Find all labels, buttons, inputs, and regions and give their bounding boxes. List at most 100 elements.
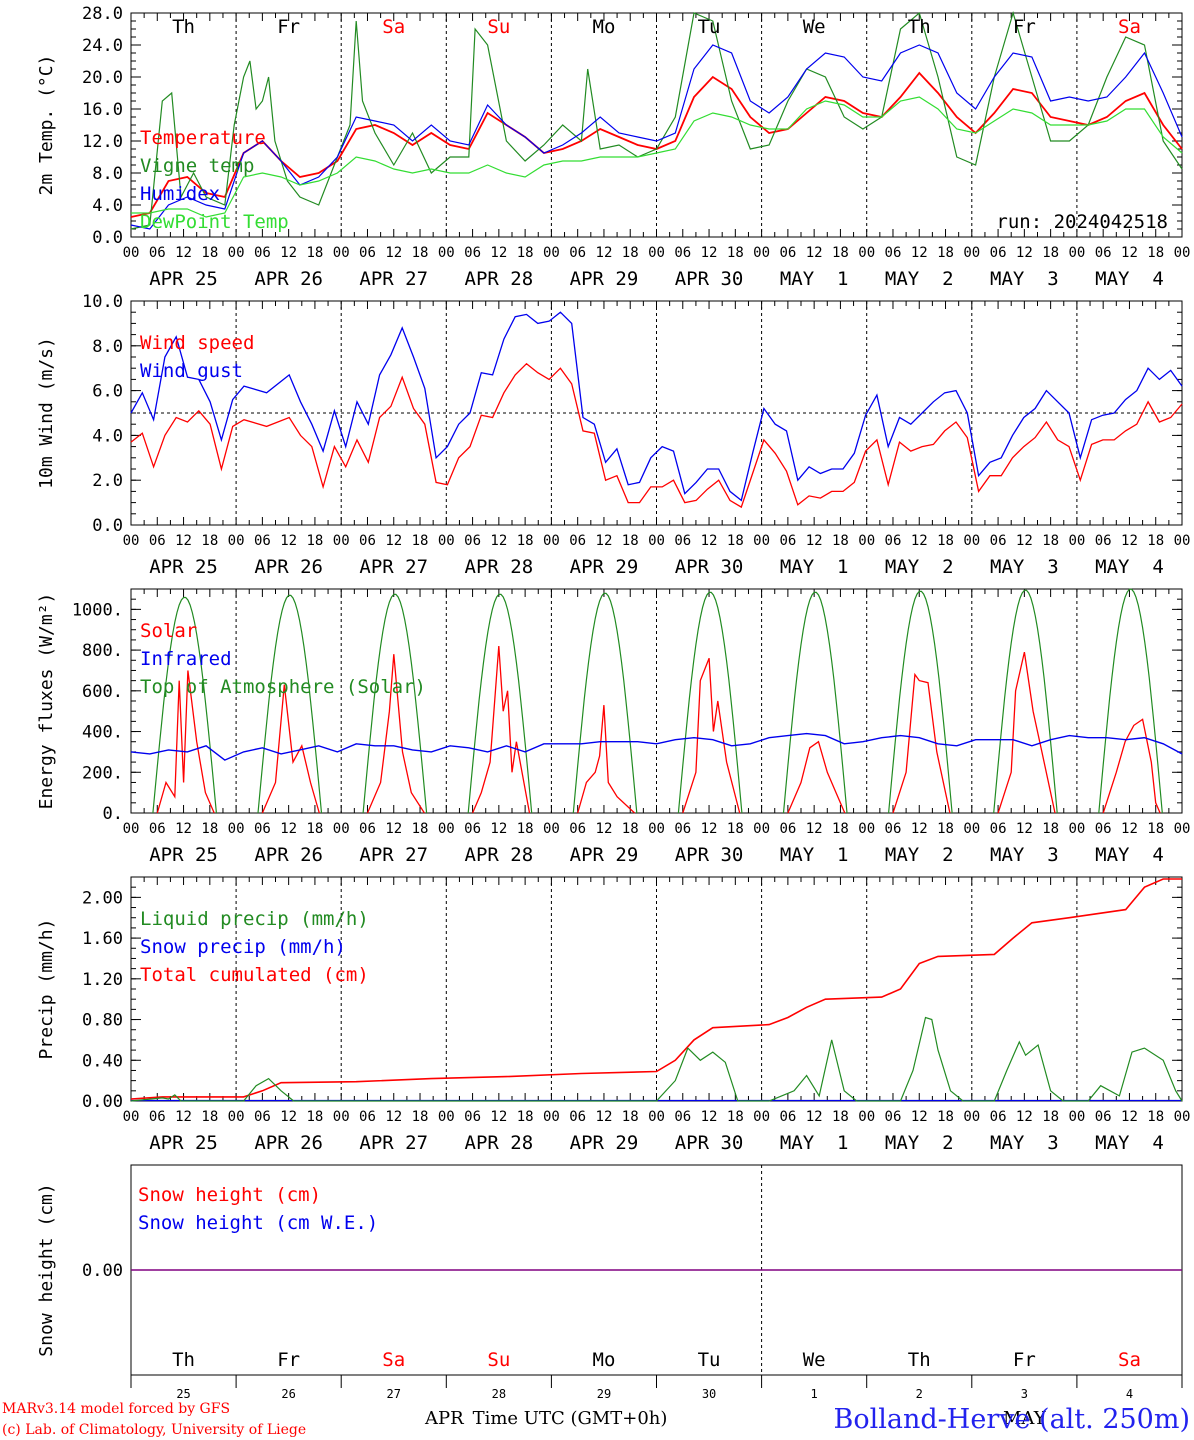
x-hour-label: 18 — [937, 533, 954, 549]
day-number-label: 28 — [492, 1387, 506, 1401]
x-hour-label: 18 — [412, 245, 429, 261]
x-hour-label: 06 — [1095, 1109, 1112, 1125]
x-hour-label: 06 — [779, 245, 796, 261]
toa-solar-line — [152, 596, 217, 814]
x-hour-label: 06 — [1095, 533, 1112, 549]
date-label: MAY 2 — [885, 844, 954, 866]
y-tick-label: 28.0 — [82, 4, 123, 24]
x-hour-label: 06 — [674, 245, 691, 261]
y-tick-label: 1000. — [72, 600, 123, 620]
x-hour-label: 00 — [648, 533, 665, 549]
x-hour-label: 00 — [1068, 245, 1085, 261]
x-hour-label: 00 — [228, 533, 245, 549]
x-hour-label: 12 — [911, 1109, 928, 1125]
legend-entry: Total cumulated (cm) — [140, 964, 369, 986]
day-number-label: 30 — [702, 1387, 716, 1401]
date-label: MAY 4 — [1095, 844, 1164, 866]
weekday-label: Sa — [382, 1349, 405, 1371]
x-hour-label: 06 — [885, 533, 902, 549]
x-hour-label: 18 — [306, 533, 323, 549]
wind-series-line — [130, 311, 1183, 502]
date-label: APR 27 — [359, 1132, 428, 1154]
solar-line — [577, 705, 636, 814]
toa-solar-line — [888, 590, 953, 814]
precip-series-line — [130, 1016, 1183, 1102]
x-hour-label: 06 — [779, 533, 796, 549]
x-hour-label: 06 — [674, 821, 691, 837]
day-number-label: 1 — [811, 1387, 818, 1401]
x-hour-label: 06 — [149, 821, 166, 837]
x-hour-label: 00 — [1068, 821, 1085, 837]
x-hour-label: 18 — [727, 821, 744, 837]
legend-entry: Snow height (cm) — [138, 1184, 321, 1206]
day-number-label: 29 — [597, 1387, 611, 1401]
x-hour-label: 18 — [727, 533, 744, 549]
x-hour-label: 06 — [359, 1109, 376, 1125]
x-hour-label: 06 — [464, 821, 481, 837]
weekday-label: Fr — [1013, 16, 1036, 38]
date-label: APR 27 — [359, 556, 428, 578]
legend-entry: Solar — [140, 620, 197, 642]
x-hour-label: 00 — [543, 245, 560, 261]
legend-entry: Snow precip (mm/h) — [140, 936, 346, 958]
y-tick-label: 0.0 — [92, 516, 123, 536]
y-axis-title: Snow height (cm) — [36, 1183, 57, 1356]
x-hour-label: 06 — [254, 533, 271, 549]
x-hour-label: 00 — [228, 1109, 245, 1125]
x-hour-label: 06 — [1095, 821, 1112, 837]
x-hour-label: 12 — [911, 821, 928, 837]
date-label: APR 30 — [675, 556, 744, 578]
weekday-label: Th — [172, 1349, 195, 1371]
legend-entry: Top of Atmosphere (Solar) — [140, 676, 426, 698]
weekday-label: Fr — [277, 1349, 300, 1371]
x-hour-label: 12 — [385, 1109, 402, 1125]
date-label: MAY 3 — [990, 556, 1059, 578]
weekday-label: Sa — [1118, 16, 1141, 38]
date-label: APR 30 — [675, 268, 744, 290]
temp-series-line — [131, 96, 1183, 218]
y-tick-label: 0.40 — [82, 1051, 123, 1071]
solar-line — [892, 672, 951, 814]
y-tick-label: 24.0 — [82, 36, 123, 56]
x-hour-label: 12 — [701, 821, 718, 837]
x-hour-label: 00 — [543, 1109, 560, 1125]
x-hour-label: 12 — [280, 533, 297, 549]
date-label: APR 27 — [359, 844, 428, 866]
x-hour-label: 18 — [937, 821, 954, 837]
weekday-label: We — [803, 1349, 826, 1371]
x-hour-label: 00 — [123, 245, 140, 261]
legend-entry: Liquid precip (mm/h) — [140, 908, 369, 930]
legend-entry: Infrared — [140, 648, 232, 670]
x-hour-label: 18 — [1147, 1109, 1164, 1125]
y-tick-label: 2.00 — [82, 888, 123, 908]
x-hour-label: 12 — [596, 1109, 613, 1125]
x-hour-label: 12 — [1016, 1109, 1033, 1125]
x-hour-label: 12 — [490, 245, 507, 261]
x-hour-label: 12 — [596, 533, 613, 549]
x-hour-label: 00 — [648, 1109, 665, 1125]
weekday-label: Su — [487, 1349, 510, 1371]
y-axis-title: Precip (mm/h) — [36, 919, 57, 1060]
date-label: MAY 2 — [885, 1132, 954, 1154]
date-label: APR 29 — [570, 556, 639, 578]
x-hour-label: 18 — [306, 245, 323, 261]
x-hour-label: 12 — [911, 245, 928, 261]
date-label: MAY 2 — [885, 556, 954, 578]
x-hour-label: 06 — [990, 821, 1007, 837]
x-hour-label: 18 — [412, 1109, 429, 1125]
x-hour-label: 06 — [885, 245, 902, 261]
x-hour-label: 06 — [254, 821, 271, 837]
weekday-label: We — [803, 16, 826, 38]
y-tick-label: 2.0 — [92, 471, 123, 491]
wind-series-line — [130, 362, 1183, 509]
x-hour-label: 12 — [1121, 1109, 1138, 1125]
date-label: APR 26 — [254, 556, 323, 578]
precip-series-line — [130, 878, 1182, 1100]
date-label: APR 28 — [465, 1132, 534, 1154]
solar-line — [1102, 718, 1161, 814]
x-hour-label: 18 — [201, 821, 218, 837]
x-hour-label: 06 — [885, 821, 902, 837]
legend-entry: Wind gust — [140, 360, 243, 382]
x-hour-label: 18 — [727, 245, 744, 261]
x-hour-label: 12 — [1121, 245, 1138, 261]
